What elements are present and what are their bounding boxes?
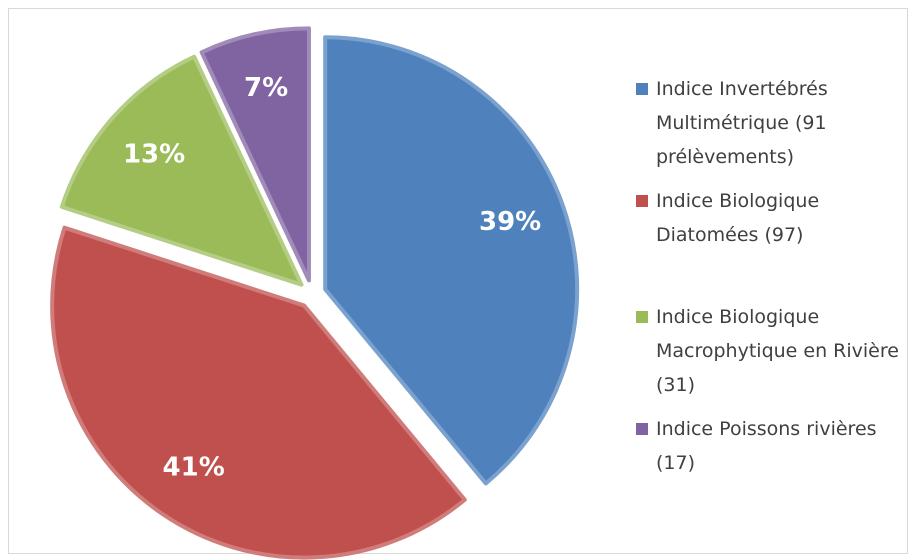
chart-frame [8,8,908,554]
legend-swatch [636,83,648,95]
legend-label: Indice Biologique Macrophytique en Riviè… [656,306,899,396]
pie-slice [59,54,304,287]
pie-slice [50,225,467,560]
slice-label: 39% [479,207,541,237]
legend-entry: Indice Biologique Macrophytique en Riviè… [636,300,911,402]
slice-label: 7% [244,73,288,103]
pie-slice [323,35,580,486]
legend-entry: Indice Invertébrés Multimétrique (91 pré… [636,72,911,174]
slice-label: 41% [163,453,225,483]
legend-entry: Indice Poissons rivières (17) [636,412,911,480]
legend-label: Indice Invertébrés Multimétrique (91 pré… [656,78,828,168]
legend-label: Indice Poissons rivières (17) [656,418,877,474]
legend-entry: Indice Biologique Diatomées (97) [636,184,911,252]
legend-swatch [636,195,648,207]
legend-swatch [636,423,648,435]
legend-swatch [636,311,648,323]
pie-slice [199,26,311,283]
legend-label: Indice Biologique Diatomées (97) [656,190,820,246]
slice-label: 13% [123,139,185,169]
